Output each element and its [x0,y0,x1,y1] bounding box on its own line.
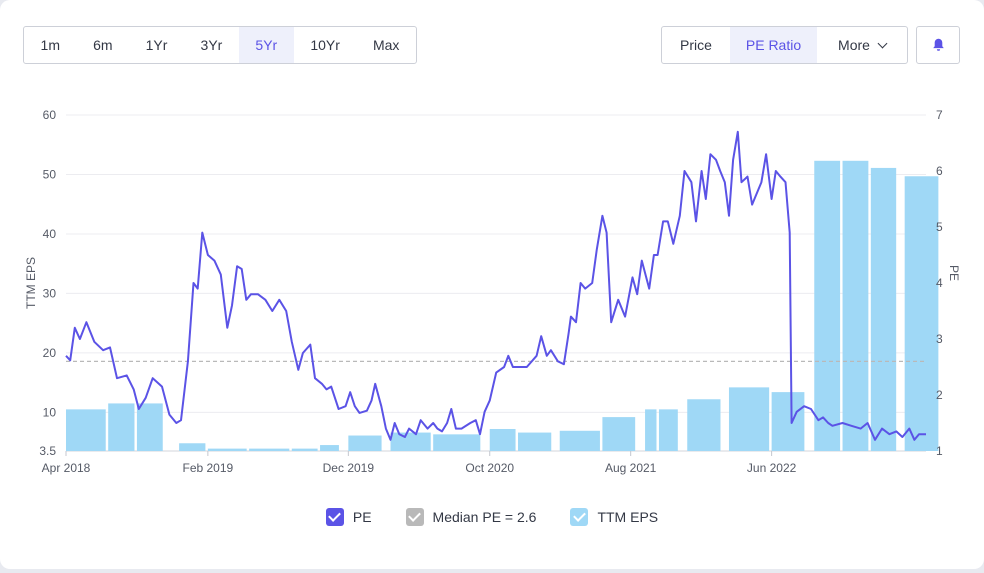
left-tick-label: 10 [43,405,57,419]
eps-bar [390,432,431,451]
eps-bar [348,435,382,451]
range-1yr-button[interactable]: 1Yr [145,37,168,53]
alert-button[interactable] [916,26,960,64]
left-tick-label: 60 [43,108,57,122]
right-axis-label: PE [947,265,961,281]
legend-eps[interactable]: TTM EPS [570,508,658,526]
eps-bar [518,432,552,451]
right-tick-label: 7 [936,108,943,122]
right-tick-label: 1 [936,444,943,458]
range-6m-button[interactable]: 6m [93,37,113,53]
metric-selector: Price PE Ratio More [661,26,908,64]
eps-bar [842,160,869,452]
eps-bar [136,403,163,451]
legend-pe[interactable]: PE [325,508,372,526]
range-1m-button[interactable]: 1m [40,37,60,53]
right-tick-label: 6 [936,164,943,178]
pe-checkbox[interactable] [325,508,344,526]
more-dropdown[interactable]: More [817,27,907,63]
legend-eps-label: TTM EPS [597,509,659,525]
x-tick-label: Feb 2019 [183,461,234,475]
eps-bar [66,409,106,451]
eps-bar [108,403,135,451]
legend: PE Median PE = 2.6 TTM EPS [0,508,984,526]
left-tick-label: 3.5 [39,444,56,458]
right-tick-label: 5 [936,220,943,234]
eps-bar [207,448,247,451]
eps-bar [687,399,721,451]
legend-median-label: Median PE = 2.6 [432,509,537,525]
eps-bar [658,409,678,451]
x-tick-label: Dec 2019 [323,461,375,475]
range-3yr-button[interactable]: 3Yr [200,37,223,53]
pe-line [65,130,926,441]
eps-bar [728,387,770,451]
eps-bar [904,176,939,451]
left-axis-label: TTM EPS [24,257,38,309]
eps-bar [179,443,206,451]
x-tick-label: Aug 2021 [605,461,657,475]
left-tick-label: 50 [43,167,57,181]
x-tick-label: Apr 2018 [42,461,91,475]
eps-bar [433,434,481,451]
legend-median[interactable]: Median PE = 2.6 [405,508,537,526]
left-tick-label: 40 [43,227,57,241]
more-label: More [838,37,870,53]
eps-bar [249,448,290,451]
eps-bar [602,417,636,451]
eps-bar [291,448,318,451]
eps-checkbox[interactable] [570,508,589,526]
right-tick-label: 4 [936,276,943,290]
right-tick-label: 2 [936,388,943,402]
range-selector: 1m 6m 1Yr 3Yr 5Yr 10Yr Max [23,26,417,64]
left-tick-label: 20 [43,346,57,360]
range-max-button[interactable]: Max [372,37,400,53]
left-tick-label: 30 [43,286,57,300]
right-tick-label: 3 [936,332,943,346]
eps-bar [771,392,805,451]
range-10yr-button[interactable]: 10Yr [310,37,340,53]
pe-ratio-button[interactable]: PE Ratio [730,27,817,63]
x-tick-label: Oct 2020 [465,461,514,475]
median-checkbox[interactable] [405,508,424,526]
eps-bar [870,167,897,451]
eps-bar [814,160,841,452]
eps-bar [320,445,339,451]
price-button[interactable]: Price [680,37,712,53]
pe-chart: 3.5 10 20 30 40 50 60 1 2 3 4 5 6 7 Apr 2018 Feb 2019… [24,108,961,475]
eps-bar [559,430,600,451]
x-tick-label: Jun 2022 [747,461,797,475]
range-5yr-button[interactable]: 5Yr [238,27,294,63]
eps-bar [489,428,516,451]
legend-pe-label: PE [352,509,372,525]
bell-icon [932,38,944,51]
eps-bar [645,409,657,451]
